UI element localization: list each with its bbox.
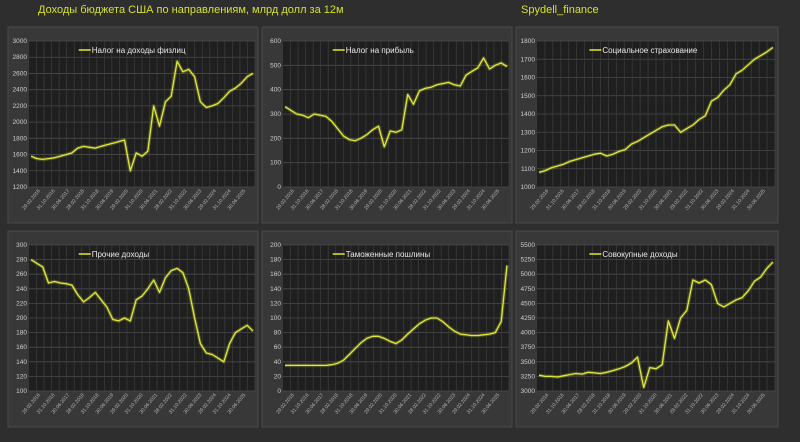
chart-panel: 10012014016018020022024026028030029.02.2…	[7, 230, 259, 428]
y-tick-label: 60	[274, 344, 282, 351]
y-tick-label: 280	[16, 257, 27, 264]
y-tick-label: 2000	[13, 119, 28, 126]
y-tick-label: 120	[16, 373, 27, 380]
chart-panel: 1200 1400 1600 1800 2000 2200 2400 2600 2800 3000…	[7, 26, 259, 224]
y-tick-label: 100	[270, 160, 281, 167]
y-tick-label: 1800	[521, 38, 536, 45]
y-tick-label: 600	[270, 38, 281, 45]
y-tick-label: 40	[274, 359, 282, 366]
y-tick-label: 220	[16, 300, 27, 307]
y-tick-label: 80	[274, 330, 282, 337]
y-tick-label: 4000	[521, 330, 536, 337]
y-tick-label: 2400	[13, 87, 28, 94]
series-line	[285, 265, 508, 367]
y-tick-label: 120	[270, 300, 281, 307]
series-line	[284, 57, 508, 148]
y-tick-label: 200	[270, 242, 281, 249]
y-tick-label: 1000	[521, 184, 536, 191]
y-tick-label: 1700	[521, 56, 536, 63]
y-tick-label: 400	[270, 87, 281, 94]
y-tick-label: 1200	[521, 148, 536, 155]
chart-panel: 3000 3250 3500 3750 4000 4250 4500 4750 5000 5250…	[515, 230, 779, 428]
y-tick-label: 1600	[13, 152, 28, 159]
y-tick-label: 1300	[521, 129, 536, 136]
y-tick-label: 1400	[521, 111, 536, 118]
y-tick-label: 1200	[13, 184, 28, 191]
y-tick-label: 300	[270, 111, 281, 118]
y-tick-label: 1600	[521, 75, 536, 82]
legend-label: Таможенные пошлины	[346, 250, 431, 259]
y-tick-label: 200	[270, 135, 281, 142]
y-tick-label: 3500	[521, 359, 536, 366]
y-tick-label: 180	[16, 330, 27, 337]
y-tick-label: 5000	[521, 271, 536, 278]
y-tick-label: 140	[270, 286, 281, 293]
y-tick-label: 3750	[521, 344, 536, 351]
y-tick-label: 4500	[521, 300, 536, 307]
legend-label: Социальное страхование	[602, 46, 698, 55]
y-tick-label: 100	[270, 315, 281, 322]
y-tick-label: 3000	[521, 388, 536, 395]
y-tick-label: 20	[274, 373, 282, 380]
y-tick-label: 140	[16, 359, 27, 366]
y-tick-label: 1400	[13, 168, 28, 175]
y-tick-label: 2800	[13, 54, 28, 61]
chart-panel: 02040608010012014016018020029.02.201631.…	[261, 230, 513, 428]
y-tick-label: 3000	[13, 38, 28, 45]
y-tick-label: 180	[270, 257, 281, 264]
y-tick-label: 160	[16, 344, 27, 351]
chart-title: Доходы бюджета США по направлениям, млрд…	[38, 4, 344, 16]
y-tick-label: 4750	[521, 286, 536, 293]
y-tick-label: 2600	[13, 70, 28, 77]
y-tick-label: 0	[277, 388, 281, 395]
y-tick-label: 4250	[521, 315, 536, 322]
y-tick-label: 1500	[521, 93, 536, 100]
chart-panel: 010020030040050060029.02.201631.10.20163…	[261, 26, 513, 224]
series-line	[538, 46, 774, 174]
y-tick-label: 3250	[521, 373, 536, 380]
y-tick-label: 500	[270, 62, 281, 69]
y-tick-label: 5250	[521, 257, 536, 264]
series-line	[30, 60, 254, 172]
y-tick-label: 2200	[13, 103, 28, 110]
y-tick-label: 260	[16, 271, 27, 278]
y-tick-label: 200	[16, 315, 27, 322]
legend-label: Налог на доходы физлиц	[92, 46, 186, 55]
y-tick-label: 0	[277, 184, 281, 191]
y-tick-label: 1800	[13, 135, 28, 142]
y-tick-label: 5500	[521, 242, 536, 249]
legend-label: Совокупные доходы	[602, 250, 677, 259]
chart-panel: 10001100120013001400150016001700180029.0…	[515, 26, 779, 224]
y-tick-label: 160	[270, 271, 281, 278]
y-tick-label: 240	[16, 286, 27, 293]
legend-label: Налог на прибыль	[346, 46, 414, 55]
legend-label: Прочие доходы	[92, 250, 150, 259]
y-tick-label: 300	[16, 242, 27, 249]
source-label: Spydell_finance	[521, 4, 599, 16]
y-tick-label: 100	[16, 388, 27, 395]
y-tick-label: 1100	[521, 166, 535, 173]
